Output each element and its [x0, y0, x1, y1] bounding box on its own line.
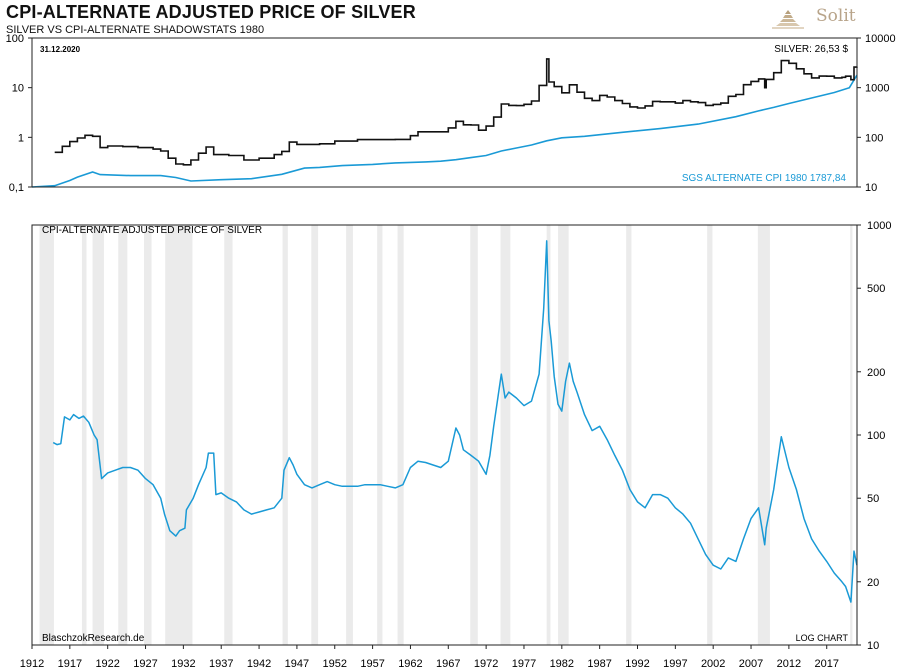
x-tick-label: 1922: [95, 658, 119, 670]
logo-pyramid-icon: [772, 10, 804, 29]
x-tick-label: 2007: [739, 658, 763, 670]
page-subtitle: SILVER VS CPI-ALTERNATE SHADOWSTATS 1980: [6, 24, 265, 36]
recession-band: [850, 225, 853, 645]
recession-band: [707, 225, 713, 645]
top-left-tick-label: 1: [18, 132, 24, 144]
x-tick-label: 2012: [777, 658, 801, 670]
top-chart: 100 10 1 0,1 10000 1000 100 10 31.12.2020 SILVE…: [6, 33, 896, 194]
top-right-tick-label: 10: [865, 182, 877, 194]
top-right-tick-label: 100: [865, 132, 883, 144]
bottom-right-tick-label: 10: [867, 640, 879, 652]
recession-band: [626, 225, 632, 645]
bottom-right-tick-label: 20: [867, 577, 879, 589]
bottom-right-tick-label: 500: [867, 283, 885, 295]
recession-band: [144, 225, 152, 645]
recession-band: [39, 225, 54, 645]
logo-text: Solit: [816, 6, 856, 26]
x-tick-label: 1987: [587, 658, 611, 670]
date-label: 31.12.2020: [40, 45, 81, 54]
bottom-chart-frame: [31, 224, 858, 646]
x-tick-label: 1917: [58, 658, 82, 670]
x-tick-label: 2002: [701, 658, 725, 670]
bottom-right-tick-label: 1000: [867, 220, 891, 232]
top-chart-frame: [31, 37, 858, 188]
cpi-series-label: SGS ALTERNATE CPI 1980 1787,84: [682, 173, 847, 184]
recession-band: [81, 225, 87, 645]
recession-band: [92, 225, 104, 645]
top-left-tick-label: 10: [12, 83, 24, 95]
silver-series-label: SILVER: 26,53 $: [774, 44, 848, 55]
recession-band: [377, 225, 383, 645]
recession-band: [282, 225, 288, 645]
recession-band: [500, 225, 511, 645]
recession-band: [757, 225, 770, 645]
bottom-right-tick-label: 200: [867, 367, 885, 379]
recession-band: [311, 225, 319, 645]
top-left-tick-label: 0,1: [9, 182, 24, 194]
recession-band: [546, 225, 551, 645]
top-right-tick-label: 10000: [865, 33, 896, 45]
x-tick-label: 1912: [20, 658, 44, 670]
x-tick-label: 1982: [550, 658, 574, 670]
recession-band: [397, 225, 404, 645]
log-chart-label: LOG CHART: [796, 633, 849, 643]
cpi-line: [31, 74, 858, 188]
silver-line: [54, 58, 858, 166]
top-right-tick-label: 1000: [865, 83, 889, 95]
x-tick-label: 1972: [474, 658, 498, 670]
recession-band: [224, 225, 233, 645]
recession-band: [118, 225, 128, 645]
adjusted-silver-line: [52, 240, 858, 603]
recession-band: [165, 225, 193, 645]
x-tick-label: 1992: [625, 658, 649, 670]
x-tick-label: 1927: [133, 658, 157, 670]
bottom-right-tick-label: 50: [867, 493, 879, 505]
bottom-right-tick-label: 100: [867, 430, 885, 442]
x-tick-label: 2017: [814, 658, 838, 670]
x-tick-label: 1947: [285, 658, 309, 670]
recession-band: [558, 225, 569, 645]
bottom-chart: 1000 500 200 100 50 20 10 CPI-ALTERNATE ADJUST…: [31, 220, 891, 652]
x-tick-label: 1932: [171, 658, 195, 670]
x-tick-label: 1937: [209, 658, 233, 670]
bottom-chart-title: CPI-ALTERNATE ADJUSTED PRICE OF SILVER: [42, 225, 262, 236]
top-left-tick-label: 100: [6, 33, 24, 45]
recession-band: [470, 225, 478, 645]
x-tick-label: 1952: [323, 658, 347, 670]
x-tick-label: 1957: [360, 658, 384, 670]
x-tick-label: 1962: [398, 658, 422, 670]
x-tick-label: 1997: [663, 658, 687, 670]
recession-band: [346, 225, 353, 645]
x-tick-label: 1977: [512, 658, 536, 670]
x-tick-label: 1942: [247, 658, 271, 670]
source-label: BlaschzokResearch.de: [42, 633, 145, 644]
page-title: CPI-ALTERNATE ADJUSTED PRICE OF SILVER: [6, 2, 416, 22]
x-tick-label: 1967: [436, 658, 460, 670]
